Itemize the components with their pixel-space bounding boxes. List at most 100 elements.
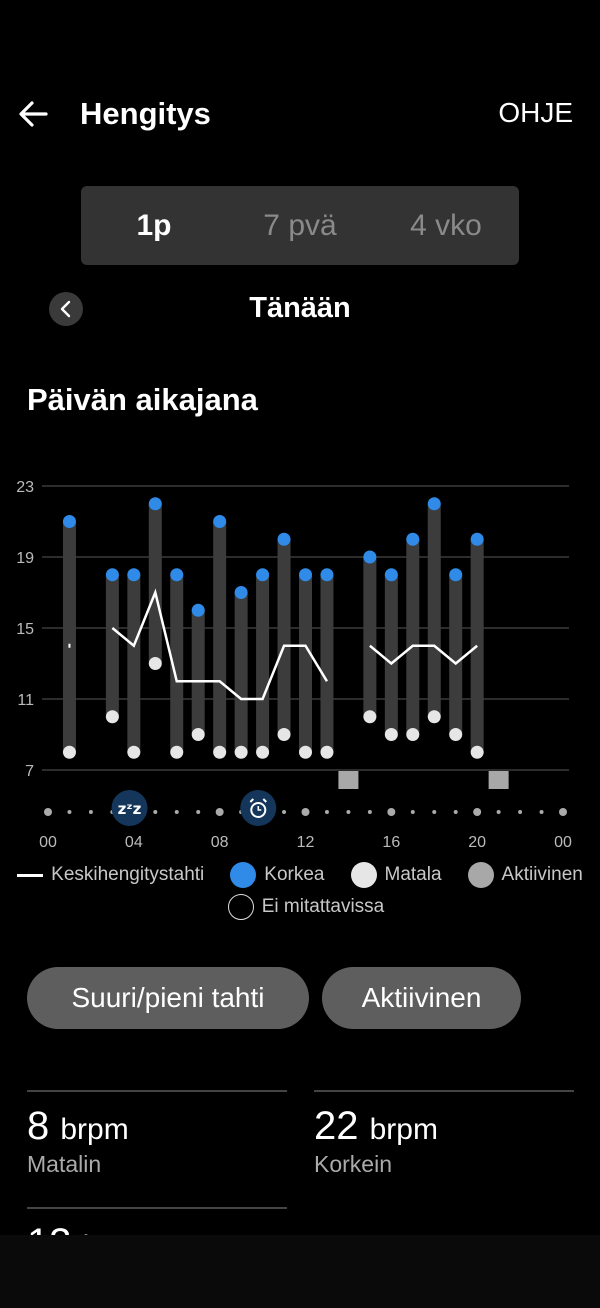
legend-high-swatch bbox=[230, 862, 257, 888]
legend-high-label: Korkea bbox=[264, 864, 325, 885]
stat-highest-value: 22 bbox=[314, 1104, 359, 1148]
high-point bbox=[406, 532, 420, 546]
low-point bbox=[213, 745, 227, 759]
stat-lowest: 8 brpm Matalin bbox=[27, 1090, 287, 1178]
timeline-dot bbox=[215, 808, 224, 816]
range-filter-button[interactable]: Suuri/pieni tahti bbox=[27, 967, 309, 1029]
low-point bbox=[449, 728, 463, 741]
timeline-dot bbox=[153, 810, 158, 814]
stat-average-unit: brpm bbox=[83, 1230, 151, 1235]
breathing-chart: 23 19 15 11 7 00 04 08 12 16 20 00 zᶻz bbox=[16, 479, 572, 850]
high-point bbox=[213, 515, 227, 528]
back-button[interactable] bbox=[16, 96, 52, 132]
x-tick-label: 08 bbox=[211, 834, 229, 850]
high-point bbox=[105, 568, 119, 582]
zzz-glyph: zᶻz bbox=[118, 800, 142, 818]
active-period-marker bbox=[488, 771, 509, 789]
stat-average: 13 brpm bbox=[27, 1207, 287, 1235]
legend-active-swatch bbox=[467, 862, 494, 888]
arrow-left-icon bbox=[19, 101, 48, 127]
timeline-dot bbox=[346, 810, 351, 814]
y-tick-label: 11 bbox=[17, 692, 34, 709]
period-tabs: 1p 7 pvä 4 vko bbox=[81, 186, 519, 265]
low-point bbox=[127, 745, 141, 759]
low-point bbox=[62, 745, 76, 759]
clock-hands bbox=[257, 806, 262, 811]
tab-1-day[interactable]: 1p bbox=[136, 208, 172, 242]
low-point bbox=[277, 728, 291, 741]
high-point bbox=[470, 532, 484, 546]
high-point bbox=[234, 586, 248, 599]
high-point bbox=[384, 568, 398, 582]
timeline-dot bbox=[324, 810, 329, 814]
low-point bbox=[256, 745, 270, 759]
timeline-dot bbox=[174, 810, 179, 814]
page-title: Hengitys bbox=[80, 96, 211, 131]
timeline-dot bbox=[67, 810, 72, 814]
legend-row-2: Ei mitattavissa bbox=[0, 894, 600, 920]
x-tick-label: 04 bbox=[125, 834, 143, 850]
timeline-dot bbox=[496, 810, 501, 814]
high-point bbox=[191, 603, 205, 617]
y-tick-label: 23 bbox=[16, 479, 34, 496]
low-point bbox=[191, 728, 205, 741]
low-point bbox=[384, 728, 398, 741]
legend-active-label: Aktiivinen bbox=[501, 864, 583, 885]
high-point bbox=[127, 568, 141, 582]
high-point bbox=[299, 568, 312, 582]
tab-4-weeks[interactable]: 4 vko bbox=[410, 208, 482, 242]
low-point bbox=[105, 710, 119, 724]
low-point bbox=[170, 745, 184, 759]
timeline-dot bbox=[196, 810, 201, 814]
y-tick-label: 19 bbox=[16, 550, 34, 567]
timeline-dot bbox=[539, 810, 544, 814]
clock-face bbox=[250, 802, 267, 818]
low-point bbox=[320, 745, 334, 759]
high-point bbox=[449, 568, 463, 582]
chevron-left-icon bbox=[60, 300, 71, 318]
timeline-dot bbox=[282, 810, 287, 814]
stat-highest-unit: brpm bbox=[369, 1113, 438, 1146]
low-point bbox=[427, 710, 441, 724]
timeline-dot bbox=[367, 810, 372, 814]
previous-day-button[interactable] bbox=[49, 292, 83, 326]
bottom-bar bbox=[0, 1235, 600, 1308]
section-title: Päivän aikajana bbox=[27, 382, 258, 417]
low-point bbox=[234, 745, 248, 759]
legend-row-1: Keskihengitystahti Korkea Matala Aktiivi… bbox=[0, 862, 600, 888]
timeline-dot bbox=[559, 808, 567, 816]
legend-line-swatch bbox=[17, 873, 44, 877]
stat-lowest-value: 8 bbox=[27, 1104, 50, 1148]
low-point bbox=[148, 657, 162, 670]
x-tick-label: 00 bbox=[39, 834, 57, 850]
event-badge bbox=[111, 790, 148, 826]
x-tick-label: 12 bbox=[297, 834, 315, 850]
stat-lowest-label: Matalin bbox=[27, 1151, 102, 1177]
low-point bbox=[406, 728, 420, 741]
timeline-dot bbox=[387, 808, 396, 816]
avg-line bbox=[369, 644, 478, 666]
y-tick-label: 7 bbox=[25, 763, 34, 780]
high-point bbox=[62, 515, 76, 528]
high-point bbox=[170, 568, 184, 582]
tab-7-days[interactable]: 7 pvä bbox=[263, 208, 337, 242]
high-point bbox=[256, 568, 270, 582]
high-point bbox=[427, 497, 441, 511]
timeline-dot bbox=[453, 810, 458, 814]
stat-average-value: 13 bbox=[27, 1221, 72, 1235]
timeline-dot bbox=[518, 810, 523, 814]
legend-low-swatch bbox=[350, 862, 377, 888]
y-tick-label: 15 bbox=[16, 621, 34, 638]
help-button[interactable]: OHJE bbox=[498, 97, 573, 128]
active-filter-button[interactable]: Aktiivinen bbox=[322, 967, 521, 1029]
timeline-dot bbox=[432, 810, 437, 814]
timeline-dot bbox=[44, 808, 52, 816]
low-point bbox=[470, 745, 484, 759]
legend-low-label: Matala bbox=[384, 864, 442, 885]
clock-bells bbox=[249, 798, 267, 803]
x-tick-label: 16 bbox=[382, 834, 400, 850]
timeline-dot bbox=[410, 810, 415, 814]
active-period-marker bbox=[338, 771, 359, 789]
legend-unmeasurable-label: Ei mitattavissa bbox=[261, 896, 385, 917]
legend-unmeasurable-swatch bbox=[227, 894, 254, 920]
